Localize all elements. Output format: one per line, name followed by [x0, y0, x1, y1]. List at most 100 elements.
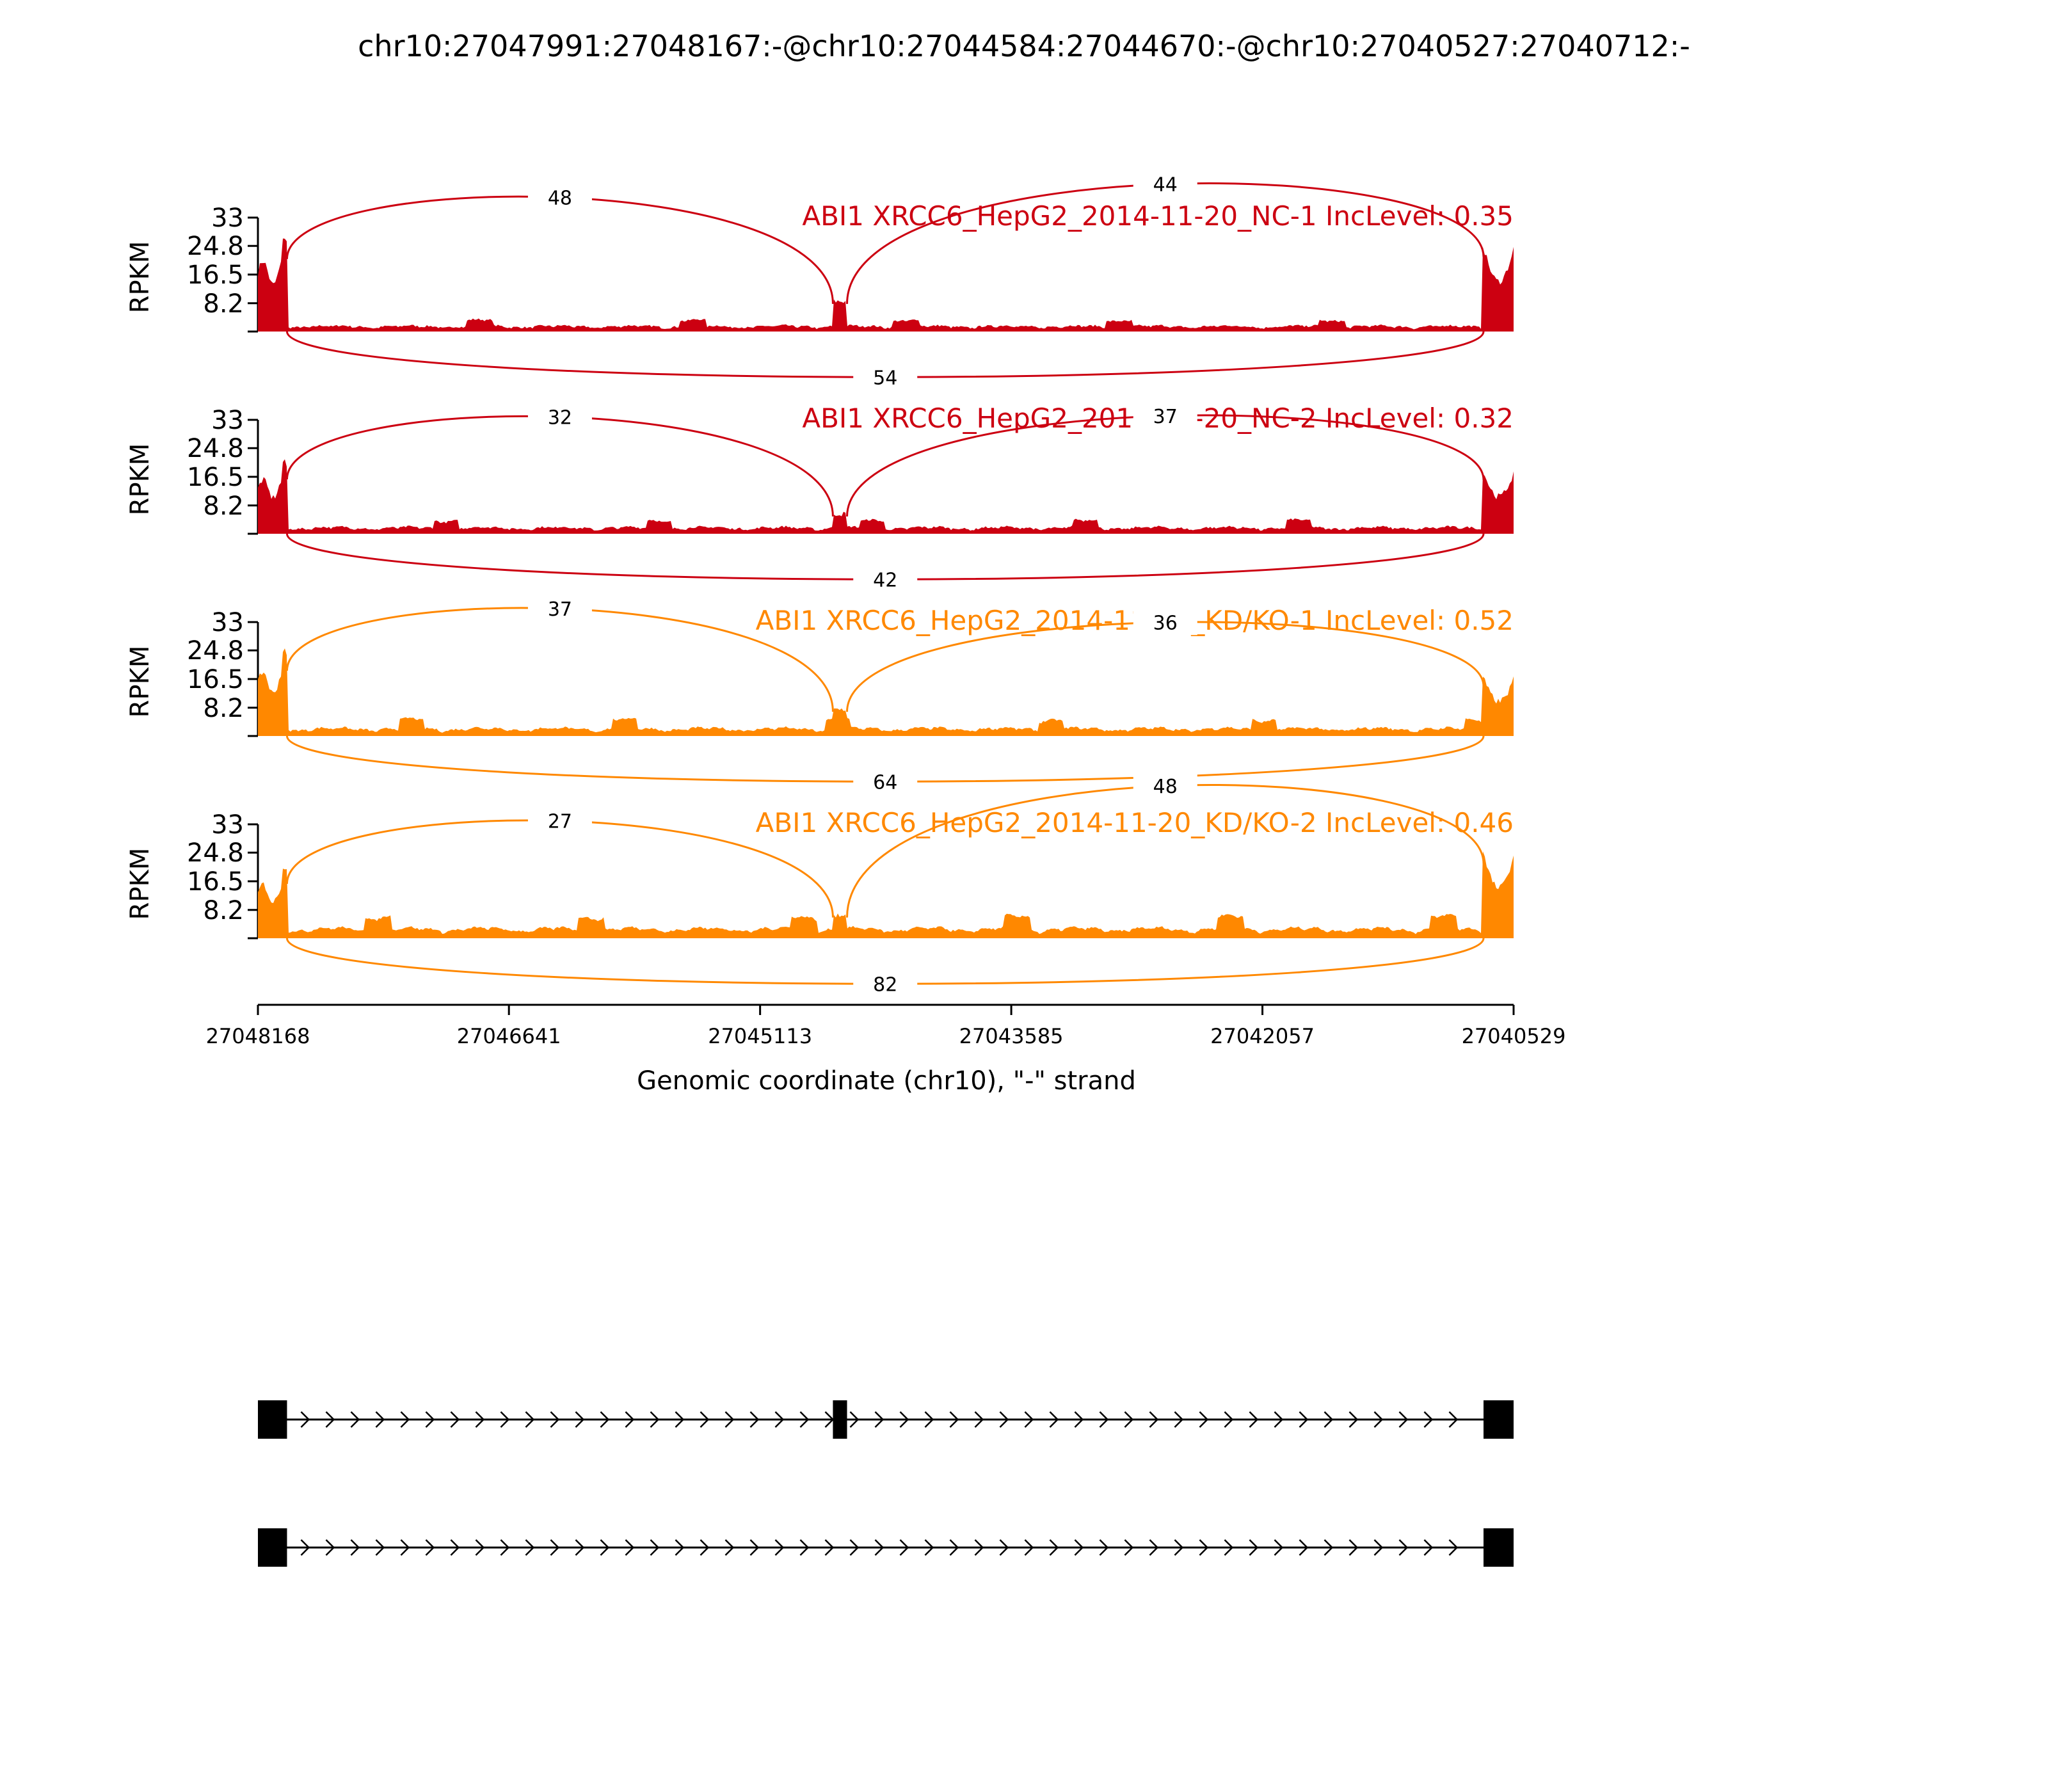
strand-chevron — [799, 1539, 810, 1556]
exon-block — [833, 1400, 847, 1439]
strand-chevron — [475, 1411, 485, 1428]
strand-chevron — [600, 1539, 610, 1556]
sample-label: ABI1 XRCC6_HepG2_2014-11-20_KD/KO-2 IncL… — [756, 807, 1514, 838]
x-axis-label: Genomic coordinate (chr10), "-" strand — [637, 1066, 1136, 1096]
strand-chevron — [724, 1411, 735, 1428]
strand-chevron — [1448, 1411, 1459, 1428]
y-tick-label: 16.5 — [187, 665, 244, 694]
junction-count: 42 — [873, 569, 897, 591]
x-tick-label: 27045113 — [708, 1024, 812, 1048]
strand-chevron — [1224, 1539, 1234, 1556]
y-tick-label: 24.8 — [187, 232, 244, 261]
strand-chevron — [400, 1411, 410, 1428]
strand-chevron — [824, 1539, 835, 1556]
strand-chevron — [1174, 1411, 1184, 1428]
strand-chevron — [999, 1539, 1009, 1556]
strand-chevron — [675, 1539, 685, 1556]
y-axis-label: RPKM — [125, 848, 155, 920]
strand-chevron — [1423, 1411, 1434, 1428]
junction-count: 37 — [548, 598, 572, 621]
strand-chevron — [849, 1411, 860, 1428]
y-tick-label: 16.5 — [187, 463, 244, 492]
junction-label-bg — [1133, 171, 1197, 197]
junction-label-bg — [853, 566, 918, 593]
sample-label: ABI1 XRCC6_HepG2_2014-11-20_NC-1 IncLeve… — [802, 200, 1514, 232]
y-axis-label: RPKM — [125, 241, 155, 314]
y-tick-label: 33 — [211, 608, 244, 637]
junction-label-bg — [527, 596, 592, 622]
junction-count: 48 — [548, 187, 572, 209]
strand-chevron — [1024, 1539, 1034, 1556]
strand-chevron — [1099, 1539, 1109, 1556]
junction-label-bg — [853, 769, 918, 795]
strand-chevron — [1199, 1411, 1209, 1428]
strand-chevron — [450, 1539, 460, 1556]
junction-arc — [846, 783, 1485, 918]
strand-chevron — [1249, 1539, 1259, 1556]
strand-chevron — [325, 1539, 335, 1556]
strand-chevron — [1348, 1411, 1359, 1428]
junction-count: 54 — [873, 367, 897, 389]
strand-chevron — [1024, 1411, 1034, 1428]
strand-chevron — [1324, 1411, 1334, 1428]
strand-chevron — [350, 1411, 360, 1428]
y-tick-label: 24.8 — [187, 434, 244, 463]
junction-count: 48 — [1153, 776, 1178, 798]
strand-chevron — [325, 1411, 335, 1428]
strand-chevron — [1299, 1539, 1309, 1556]
junction-count: 64 — [873, 771, 897, 794]
strand-chevron — [1049, 1411, 1059, 1428]
strand-chevron — [1373, 1539, 1384, 1556]
strand-chevron — [1299, 1411, 1309, 1428]
junction-label-bg — [853, 364, 918, 390]
y-tick-label: 16.5 — [187, 260, 244, 290]
x-tick-label: 27046641 — [457, 1024, 561, 1048]
strand-chevron — [1124, 1539, 1134, 1556]
junction-label-bg — [527, 184, 592, 211]
strand-chevron — [550, 1411, 560, 1428]
isoform-1 — [258, 1400, 1514, 1439]
strand-chevron — [974, 1411, 984, 1428]
strand-chevron — [700, 1539, 710, 1556]
strand-chevron — [1224, 1411, 1234, 1428]
strand-chevron — [874, 1411, 884, 1428]
y-tick-label: 33 — [211, 810, 244, 840]
strand-chevron — [799, 1411, 810, 1428]
y-tick-label: 8.2 — [203, 694, 244, 723]
strand-chevron — [999, 1411, 1009, 1428]
strand-chevron — [425, 1411, 435, 1428]
y-tick-label: 16.5 — [187, 867, 244, 897]
strand-chevron — [500, 1539, 510, 1556]
y-tick-label: 24.8 — [187, 838, 244, 868]
strand-chevron — [1074, 1411, 1084, 1428]
strand-chevron — [1398, 1539, 1409, 1556]
strand-chevron — [1049, 1539, 1059, 1556]
strand-chevron — [1074, 1539, 1084, 1556]
y-tick-label: 33 — [211, 406, 244, 435]
y-tick-label: 8.2 — [203, 896, 244, 925]
coverage-area — [258, 851, 1514, 938]
junction-arc — [285, 415, 834, 517]
chart-title: chr10:27047991:27048167:-@chr10:27044584… — [358, 29, 1690, 63]
x-tick-label: 27042057 — [1210, 1024, 1315, 1048]
y-tick-label: 24.8 — [187, 636, 244, 666]
strand-chevron — [350, 1539, 360, 1556]
strand-chevron — [375, 1539, 385, 1556]
junction-arc — [285, 195, 834, 304]
junction-label-bg — [1133, 403, 1197, 429]
strand-chevron — [500, 1411, 510, 1428]
strand-chevron — [749, 1539, 760, 1556]
x-tick-label: 27048168 — [206, 1024, 310, 1048]
strand-chevron — [1099, 1411, 1109, 1428]
coverage-area — [258, 648, 1514, 736]
strand-chevron — [1448, 1539, 1459, 1556]
strand-chevron — [525, 1539, 535, 1556]
x-tick-label: 27043585 — [959, 1024, 1064, 1048]
strand-chevron — [525, 1411, 535, 1428]
strand-chevron — [550, 1539, 560, 1556]
strand-chevron — [1149, 1411, 1159, 1428]
